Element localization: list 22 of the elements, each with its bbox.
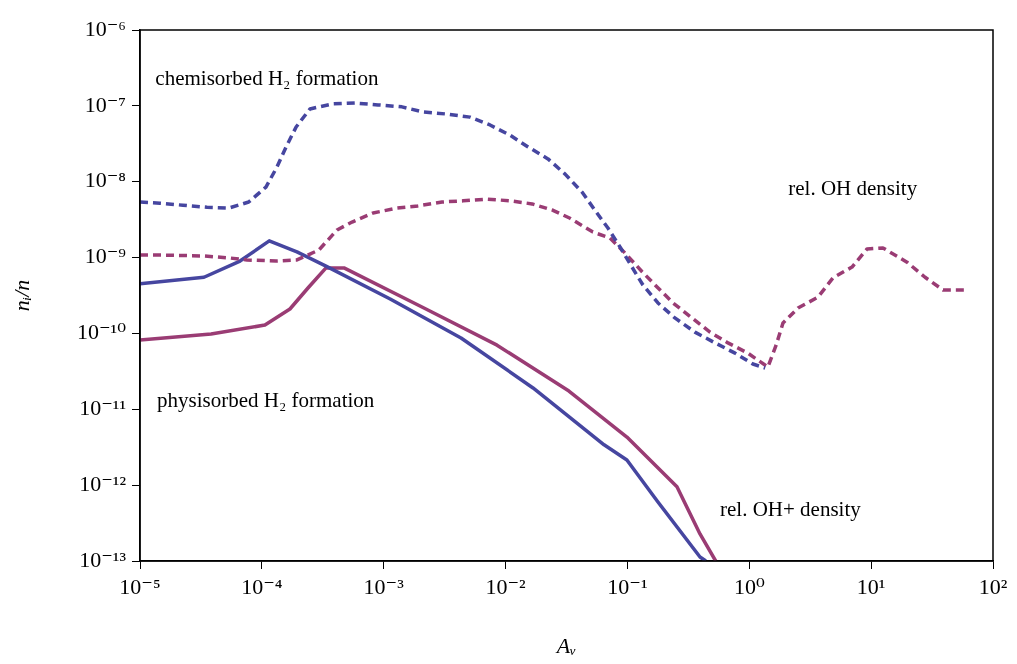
y-tick-label: 10⁻¹³ bbox=[79, 546, 127, 572]
annotation: rel. OH density bbox=[788, 175, 918, 200]
x-axis-title: Aᵥ bbox=[554, 632, 577, 658]
y-tick-label: 10⁻¹⁰ bbox=[76, 319, 127, 345]
y-tick-label: 10⁻⁷ bbox=[84, 91, 126, 117]
y-tick-label: 10⁻⁸ bbox=[84, 167, 126, 193]
x-tick-label: 10⁻² bbox=[485, 573, 527, 599]
x-tick-label: 10⁻³ bbox=[363, 573, 405, 599]
x-tick-label: 10⁻¹ bbox=[607, 573, 648, 599]
annotation: physisorbed H₂ formation bbox=[157, 388, 375, 413]
x-tick-label: 10⁻⁴ bbox=[241, 573, 283, 599]
y-tick-label: 10⁻⁹ bbox=[84, 243, 127, 269]
y-axis-title: nᵢ/n bbox=[8, 279, 34, 312]
x-tick-label: 10⁰ bbox=[733, 573, 765, 599]
annotation: rel. OH+ density bbox=[720, 496, 862, 521]
x-tick-label: 10⁻⁵ bbox=[119, 573, 161, 599]
y-tick-label: 10⁻⁶ bbox=[84, 15, 126, 41]
x-tick-label: 10¹ bbox=[856, 573, 886, 599]
x-tick-label: 10² bbox=[978, 573, 1008, 599]
annotation: chemisorbed H₂ formation bbox=[155, 66, 379, 91]
y-tick-label: 10⁻¹² bbox=[79, 470, 127, 496]
y-tick-label: 10⁻¹¹ bbox=[79, 395, 126, 421]
